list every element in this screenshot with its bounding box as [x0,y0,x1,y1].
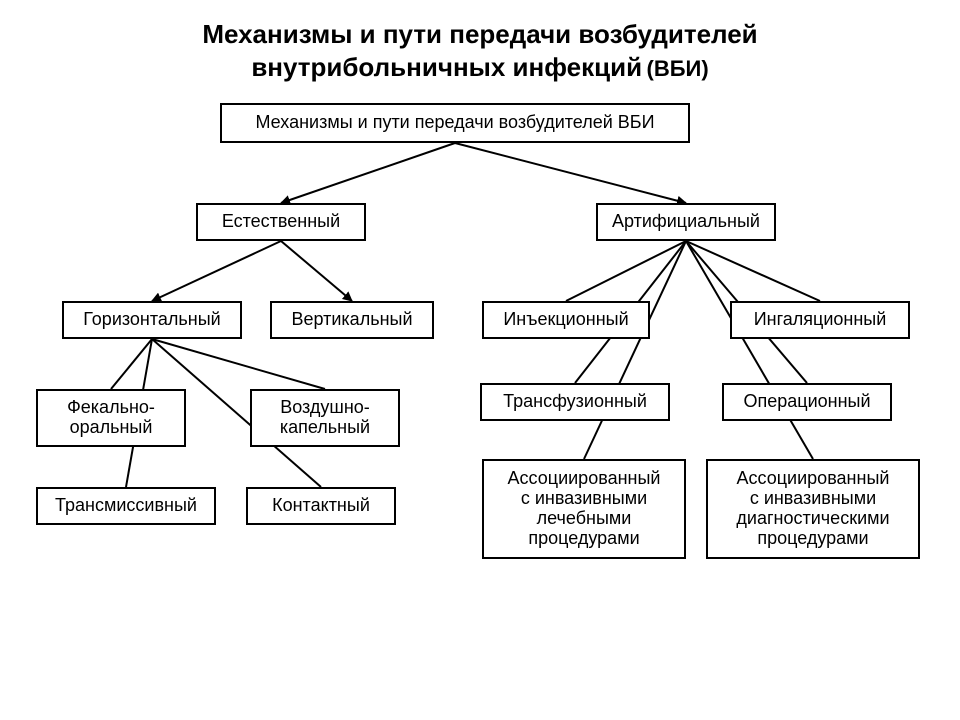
edge-root-artificial [455,143,686,203]
edge-artificial-injection [566,241,686,301]
edge-artificial-inhalation [686,241,820,301]
title-line2-main: внутрибольничных инфекций [251,52,642,82]
node-horizontal: Горизонтальный [62,301,242,339]
node-assoc_treat: Ассоциированныйс инвазивнымилечебнымипро… [482,459,686,559]
node-artificial: Артифициальный [596,203,776,241]
page-title: Механизмы и пути передачи возбудителей в… [0,0,960,83]
node-contact: Контактный [246,487,396,525]
node-assoc_diag: Ассоциированныйс инвазивнымидиагностичес… [706,459,920,559]
edge-root-natural [281,143,455,203]
title-line2-suffix: (ВБИ) [647,56,709,81]
node-natural: Естественный [196,203,366,241]
edge-horizontal-airdrop [152,339,325,389]
edge-artificial-assoc_diag [686,241,813,459]
node-transfus: Трансфузионный [480,383,670,421]
node-vertical: Вертикальный [270,301,434,339]
edge-horizontal-fecal [111,339,152,389]
edge-natural-horizontal [152,241,281,301]
node-root: Механизмы и пути передачи возбудителей В… [220,103,690,143]
diagram-canvas: Механизмы и пути передачи возбудителей В… [0,83,960,703]
edge-artificial-assoc_treat [584,241,686,459]
node-transmis: Трансмиссивный [36,487,216,525]
node-airdrop: Воздушно-капельный [250,389,400,447]
edge-natural-vertical [281,241,352,301]
node-inhalation: Ингаляционный [730,301,910,339]
node-fecal: Фекально-оральный [36,389,186,447]
node-operation: Операционный [722,383,892,421]
node-injection: Инъекционный [482,301,650,339]
title-line1: Механизмы и пути передачи возбудителей [202,19,757,49]
